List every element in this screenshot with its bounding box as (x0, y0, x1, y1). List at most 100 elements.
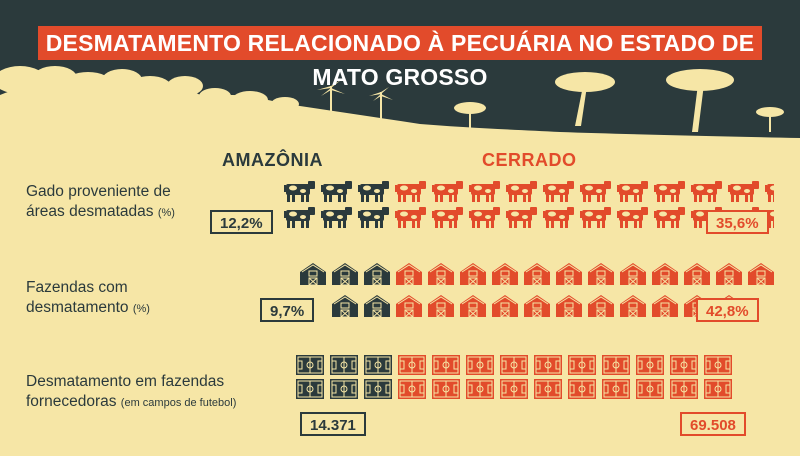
soccer-field-icon (636, 379, 664, 399)
soccer-field-icon (500, 379, 528, 399)
barn-icon (460, 295, 486, 318)
cow-icon (358, 207, 389, 228)
tree-silhouette-landscape (0, 66, 800, 150)
cow-icon (765, 184, 774, 202)
row-farms-label: Fazendas com desmatamento (%) (26, 278, 150, 319)
barn-icon (620, 263, 646, 286)
cow-icon (469, 181, 500, 202)
barn-icon (396, 263, 422, 286)
soccer-field-icon (602, 355, 630, 375)
cow-icon (506, 207, 537, 228)
soccer-field-icon (398, 355, 426, 375)
barn-icon (492, 263, 518, 286)
cow-icon (543, 207, 574, 228)
cow-icon (654, 181, 685, 202)
barn-icon (556, 263, 582, 286)
barn-icon (460, 263, 486, 286)
soccer-field-icon (432, 355, 460, 375)
barn-icon (332, 263, 358, 286)
cow-icon (580, 207, 611, 228)
cerrado-value: 42,8% (696, 298, 759, 322)
cow-icon (728, 181, 759, 202)
soccer-field-icon (330, 355, 358, 375)
barn-icon (364, 295, 390, 318)
cow-icon (654, 207, 685, 228)
barn-icon (684, 263, 710, 286)
soccer-field-icon (568, 379, 596, 399)
barn-icon (492, 295, 518, 318)
barn-icon (428, 295, 454, 318)
row-label-line2: desmatamento (26, 299, 129, 316)
barn-icon (652, 295, 678, 318)
soccer-field-icon (364, 379, 392, 399)
cerrado-value: 69.508 (680, 412, 746, 436)
soccer-field-icon (704, 379, 732, 399)
cerrado-header: CERRADO (482, 150, 577, 170)
cow-icon (321, 181, 352, 202)
soccer-field-icon (602, 379, 630, 399)
cow-icon (395, 207, 426, 228)
barn-icon (588, 295, 614, 318)
soccer-field-icon (568, 355, 596, 375)
row-label-line1: Desmatamento em fazendas (26, 373, 225, 390)
spacer (296, 403, 626, 405)
cow-icon (469, 207, 500, 228)
row-label-line2: áreas desmatadas (26, 203, 154, 220)
row-unit: (em campos de futebol) (120, 397, 237, 409)
soccer-field-icon (500, 355, 528, 375)
amazonia-value: 12,2% (210, 210, 273, 234)
row-soccer-label: Desmatamento em fazendas fornecedoras (e… (26, 372, 236, 413)
cattle-icon-grid (284, 181, 774, 228)
cow-icon (543, 181, 574, 202)
soccer-field-icon (670, 355, 698, 375)
soccer-field-icon (636, 355, 664, 375)
soccer-field-icon (534, 379, 562, 399)
barn-icon (556, 295, 582, 318)
soccer-field-icon (330, 379, 358, 399)
soccer-field-icon (534, 355, 562, 375)
cow-icon (617, 207, 648, 228)
cow-icon (395, 181, 426, 202)
soccer-field-icon (432, 379, 460, 399)
cow-icon (432, 181, 463, 202)
barn-icon (364, 263, 390, 286)
amazonia-header: AMAZÔNIA (222, 150, 323, 170)
barn-icon (588, 263, 614, 286)
barn-icon (428, 263, 454, 286)
barn-icon (396, 295, 422, 318)
soccer-field-icon (296, 379, 324, 399)
cow-icon (432, 207, 463, 228)
soccer-field-icon (364, 355, 392, 375)
barn-icon (652, 263, 678, 286)
cow-icon (321, 207, 352, 228)
soccer-field-icon-grid (296, 355, 732, 399)
row-label-line1: Gado proveniente de (26, 183, 171, 200)
row-cattle-label: Gado proveniente de áreas desmatadas (%) (26, 182, 175, 223)
barn-icon (716, 263, 742, 286)
cow-icon (617, 181, 648, 202)
amazonia-value: 9,7% (260, 298, 315, 322)
barn-icon (524, 295, 550, 318)
soccer-field-icon (670, 379, 698, 399)
sky-banner (0, 0, 800, 150)
row-label-line1: Fazendas com (26, 279, 128, 296)
cow-icon (284, 181, 315, 202)
row-label-line2: fornecedoras (26, 393, 117, 410)
soccer-field-icon (466, 379, 494, 399)
cow-icon (284, 207, 315, 228)
cow-icon (580, 181, 611, 202)
barn-icon (620, 295, 646, 318)
cow-icon (358, 181, 389, 202)
row-unit: (%) (132, 303, 150, 315)
row-unit: (%) (157, 207, 175, 219)
cow-icon (691, 181, 722, 202)
amazonia-value: 14.371 (300, 412, 366, 436)
barn-icon (748, 263, 774, 286)
cerrado-value: 35,6% (706, 210, 769, 234)
barn-icon (332, 295, 358, 318)
page-title: DESMATAMENTO RELACIONADO À PECUÁRIA NO E… (38, 26, 762, 90)
soccer-field-icon (704, 355, 732, 375)
soccer-field-icon (398, 379, 426, 399)
barn-icon (524, 263, 550, 286)
soccer-field-icon (296, 355, 324, 375)
